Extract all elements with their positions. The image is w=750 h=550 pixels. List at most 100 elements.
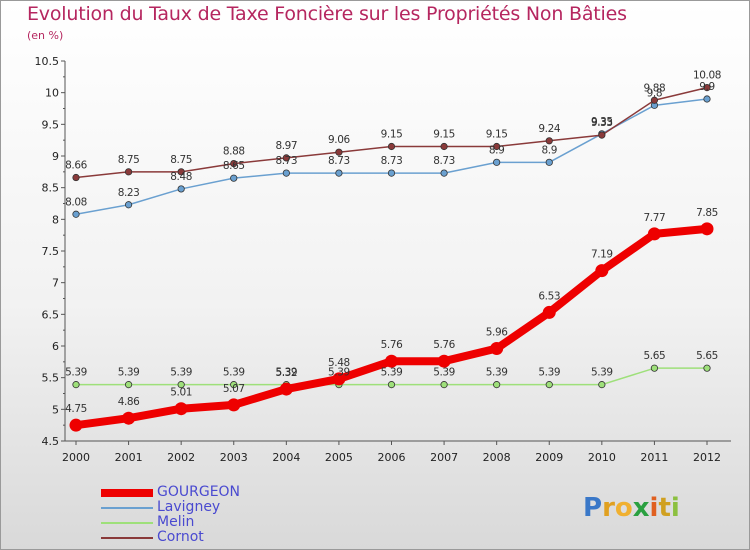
data-label-melin: 5.65 [644,350,666,362]
point-lavigney [72,210,80,218]
point-melin [72,381,80,389]
point-melin [440,381,448,389]
data-label-cornot: 9.33 [591,117,613,129]
x-tick-label: 2012 [693,451,721,464]
x-tick-label: 2006 [378,451,406,464]
data-label-lavigney: 8.48 [170,171,192,183]
point-cornot [598,131,606,139]
logo-letter: r [602,493,615,523]
x-tick-label: 2002 [167,451,195,464]
x-tick-label: 2007 [430,451,458,464]
data-label-melin: 5.39 [118,367,140,379]
point-cornot [650,96,659,104]
data-label-gourgeon: 5.76 [433,339,455,351]
data-label-melin: 5.39 [538,367,560,379]
data-label-lavigney: 8.73 [328,155,350,167]
point-melin [545,381,553,389]
data-label-gourgeon: 6.53 [538,290,560,302]
legend-label: Melin [157,514,195,530]
point-cornot [387,142,396,151]
point-lavigney [177,185,185,193]
point-gourgeon [385,354,398,368]
data-label-lavigney: 8.73 [381,155,403,167]
x-tick-label: 2004 [272,451,300,464]
point-cornot [545,137,553,145]
x-tick-label: 2010 [588,451,616,464]
data-label-melin: 5.39 [486,367,508,379]
point-melin [177,381,185,389]
data-label-gourgeon: 5.76 [381,339,403,351]
point-cornot [177,168,185,176]
point-gourgeon [490,342,504,356]
legend-swatch [101,507,153,509]
point-gourgeon [595,264,609,278]
point-lavigney [282,169,290,177]
data-label-lavigney: 8.9 [489,144,505,156]
data-label-lavigney: 8.9 [542,144,558,156]
legend-swatch [101,537,153,539]
point-lavigney [124,201,133,209]
logo-letter: i [671,493,680,523]
point-gourgeon [174,402,188,416]
point-cornot [282,154,290,162]
y-tick-label: 7 [52,277,59,290]
point-gourgeon [122,411,136,425]
data-label-cornot: 8.97 [275,140,297,152]
point-gourgeon [69,418,83,432]
data-label-gourgeon: 5.01 [170,387,192,399]
data-label-lavigney: 9.9 [699,81,715,93]
proxiti-logo-text: Proxiti [583,493,680,523]
point-cornot [440,142,448,151]
point-gourgeon [279,382,293,396]
data-label-cornot: 9.06 [328,134,350,146]
point-melin [387,381,396,389]
point-cornot [335,148,343,156]
point-lavigney [440,169,448,177]
data-label-cornot: 8.75 [118,154,140,166]
point-gourgeon [437,354,451,368]
data-label-melin: 5.39 [275,367,297,379]
point-melin [598,381,606,389]
point-lavigney [387,169,396,177]
y-tick-label: 8.5 [42,182,60,195]
point-melin [703,364,711,372]
x-tick-label: 2008 [483,451,511,464]
data-label-cornot: 9.15 [486,129,508,141]
logo-letter: o [615,493,633,523]
x-tick-label: 2011 [640,451,668,464]
logo-letter: P [583,493,602,523]
data-label-melin: 5.39 [223,367,245,379]
data-label-lavigney: 9.8 [647,87,663,99]
legend-label: GOURGEON [157,484,241,500]
line-chart: 4.5 5 5.5 6 6.5 7 7.5 8 8.5 9 9.5 10 10.5 2000 2001 200… [35,55,731,464]
y-tick-label: 6 [52,340,59,353]
data-label-melin: 5.39 [170,367,192,379]
data-label-lavigney: 8.73 [275,155,297,167]
data-label-cornot: 9.15 [433,129,455,141]
point-melin [124,381,133,389]
data-label-gourgeon: 7.19 [591,249,613,261]
logo-letter: x [633,493,650,523]
y-tick-label: 6.5 [42,308,60,321]
legend-label: Lavigney [157,499,221,515]
data-label-lavigney: 8.65 [223,160,245,172]
point-lavigney [230,174,238,182]
point-cornot [703,84,711,92]
y-tick-label: 10.5 [35,55,60,68]
data-label-melin: 5.39 [433,367,455,379]
point-cornot [124,168,133,176]
data-label-lavigney: 8.73 [433,155,455,167]
point-gourgeon [647,227,661,241]
point-lavigney [335,169,343,177]
y-tick-label: 5.5 [42,372,60,385]
y-tick-label: 9.5 [42,118,60,131]
point-cornot [230,160,238,168]
series-lines [69,84,714,432]
data-label-gourgeon: 7.77 [644,212,666,224]
point-lavigney [703,95,711,103]
point-gourgeon [700,222,714,236]
data-label-cornot: 9.15 [381,129,403,141]
y-tick-label: 4.5 [42,435,60,448]
data-label-gourgeon: 5.48 [328,357,350,369]
